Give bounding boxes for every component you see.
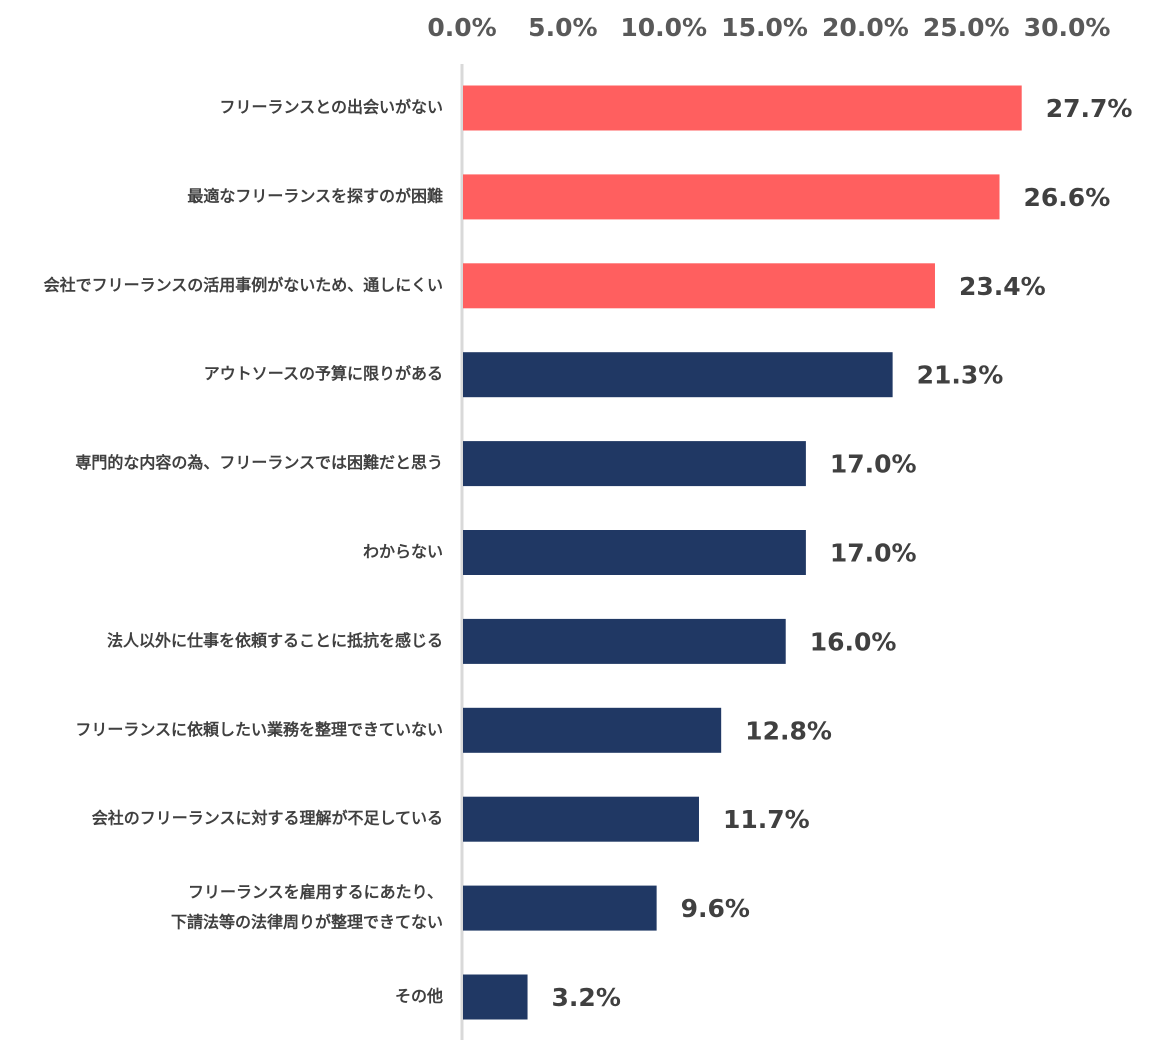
bar <box>463 85 1022 131</box>
category-label: 最適なフリーランスを探すのが困難 <box>187 186 443 205</box>
category-label: フリーランスを雇用するにあたり、 <box>188 883 443 902</box>
data-labels: 27.7% 26.6% 23.4% 21.3% 17.0% 17.0% 16.0% 12.8%… <box>552 94 1133 1012</box>
data-label: 27.7% <box>1046 94 1133 123</box>
bar <box>463 174 1000 220</box>
x-tick-label: 10.0% <box>620 13 707 42</box>
x-tick-label: 20.0% <box>822 13 909 42</box>
category-label: フリーランスに依頼したい業務を整理できていない <box>75 720 443 739</box>
category-label: 会社のフリーランスに対する理解が不足している <box>92 809 443 828</box>
category-label: 専門的な内容の為、フリーランスでは困難だと思う <box>75 453 443 472</box>
data-label: 16.0% <box>810 627 897 656</box>
data-label: 11.7% <box>723 805 810 834</box>
bar <box>463 618 786 664</box>
category-label: わからない <box>363 542 443 561</box>
x-tick-label: 15.0% <box>721 13 808 42</box>
category-label: フリーランスとの出会いがない <box>219 98 443 117</box>
bar <box>463 796 699 842</box>
data-label: 12.8% <box>745 716 832 745</box>
data-label: 3.2% <box>552 983 621 1012</box>
bar <box>463 352 893 398</box>
category-label: その他 <box>395 987 443 1006</box>
data-label: 21.3% <box>917 361 1004 390</box>
category-label: 会社でフリーランスの活用事例がないため、通しにくい <box>44 275 443 294</box>
category-label: 下請法等の法律周りが整理できてない <box>171 913 443 932</box>
bars <box>463 85 1022 1020</box>
bar <box>463 707 722 753</box>
x-axis-ticks: 0.0% 5.0% 10.0% 15.0% 20.0% 25.0% 30.0% <box>427 13 1110 42</box>
x-tick-label: 0.0% <box>427 13 496 42</box>
x-tick-label: 25.0% <box>923 13 1010 42</box>
bar <box>463 263 935 309</box>
data-label: 17.0% <box>830 450 917 479</box>
data-label: 26.6% <box>1024 183 1111 212</box>
category-label: アウトソースの予算に限りがある <box>204 364 443 383</box>
bar <box>463 974 528 1020</box>
category-label: 法人以外に仕事を依頼することに抵抗を感じる <box>107 631 443 650</box>
x-tick-label: 30.0% <box>1024 13 1111 42</box>
data-label: 23.4% <box>959 272 1046 301</box>
bar <box>463 530 806 575</box>
x-tick-label: 5.0% <box>528 13 597 42</box>
bar <box>463 885 657 931</box>
data-label: 9.6% <box>681 894 750 923</box>
bar <box>463 441 806 487</box>
category-labels: フリーランスとの出会いがない最適なフリーランスを探すのが困難会社でフリーランスの… <box>44 98 443 1006</box>
data-label: 17.0% <box>830 539 917 568</box>
